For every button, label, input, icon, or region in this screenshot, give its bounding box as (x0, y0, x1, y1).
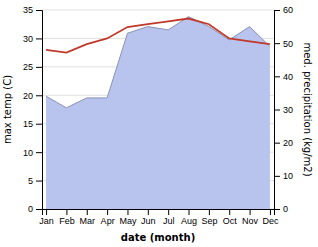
x-axis: Jan Feb Mar Apr May Jun Jul Aug Sep Oct NovDec (39, 209, 279, 226)
axis-line (36, 11, 43, 210)
y-tick-mark (36, 10, 42, 11)
y2-tick: 50 (274, 39, 293, 49)
y2-tick: 10 (274, 171, 293, 181)
x-tick-mark (250, 209, 251, 215)
y2-tick-label: 0 (283, 204, 288, 214)
y2-tick: 30 (274, 105, 293, 115)
x-tick: Sep (201, 209, 217, 226)
marks (46, 17, 270, 209)
x-tick-mark (87, 209, 88, 215)
y2-tick-label: 20 (283, 138, 293, 148)
y-tick: 20 (23, 91, 42, 101)
grid-line (42, 10, 274, 11)
x-tick-label: Nov (242, 216, 259, 226)
y-tick: 0 (28, 204, 42, 214)
y-tick-label: 0 (28, 204, 33, 214)
x-tick-mark (168, 209, 169, 215)
axis-line (275, 11, 281, 210)
x-tick: Feb (59, 209, 75, 226)
y-tick-mark (36, 38, 42, 39)
grid (42, 10, 274, 209)
x-tick: Jul (163, 209, 175, 226)
x-tick-label: Jan (39, 216, 54, 226)
precipitation-area (46, 17, 270, 209)
y-tick-mark (36, 67, 42, 68)
y2-tick-mark (274, 10, 280, 11)
y-tick: 25 (23, 62, 42, 72)
y-tick-mark (36, 95, 42, 96)
x-tick: May (119, 209, 137, 226)
y2-tick-mark (274, 43, 280, 44)
x-tick-mark (229, 209, 230, 215)
temperature-line (46, 19, 270, 53)
y-tick-label: 5 (28, 176, 33, 186)
y2-tick-mark (274, 143, 280, 144)
x-tick-mark (189, 209, 190, 215)
y-tick-mark (36, 209, 42, 210)
x-tick-label: Jun (141, 216, 156, 226)
x-tick-mark (127, 209, 128, 215)
x-tick: Oct (223, 209, 238, 226)
y-axis-title: max temp (C) (2, 75, 13, 144)
x-axis-title: date (month) (121, 232, 195, 243)
y-tick: 10 (23, 148, 42, 158)
y2-tick: 0 (274, 204, 288, 214)
y-tick-label: 20 (23, 91, 33, 101)
y2-tick-mark (274, 110, 280, 111)
x-tick: Nov (242, 209, 259, 226)
y-tick-mark (36, 124, 42, 125)
x-tick-label: Mar (80, 216, 96, 226)
y-tick-label: 10 (23, 148, 33, 158)
y2-axis: 0 10 20 30 40 50 60 (274, 5, 293, 214)
x-tick: Aug (181, 209, 197, 226)
x-tick: Dec (262, 209, 279, 226)
x-tick-label: Jul (163, 216, 175, 226)
y-tick-label: 35 (23, 5, 33, 15)
plot: Jan Feb Mar Apr May Jun Jul Aug Sep Oct NovDec 0 5 10… (23, 5, 293, 226)
x-tick-label: Sep (201, 216, 217, 226)
y-tick: 5 (28, 176, 42, 186)
y-tick: 35 (23, 5, 42, 15)
x-tick: Jun (141, 209, 156, 226)
x-tick: Jan (39, 209, 54, 226)
x-tick-mark (107, 209, 108, 215)
x-tick-label: May (119, 216, 137, 226)
y-tick-label: 30 (23, 34, 33, 44)
x-tick-mark (209, 209, 210, 215)
y2-axis-title: med. precipitation (kg/m2) (302, 42, 313, 176)
y2-tick-label: 30 (283, 105, 293, 115)
x-tick: Mar (80, 209, 96, 226)
axis-line (43, 210, 275, 216)
x-tick-mark (270, 209, 271, 215)
chart: Jan Feb Mar Apr May Jun Jul Aug Sep Oct NovDec 0 5 10… (0, 0, 318, 247)
y2-tick-label: 60 (283, 5, 293, 15)
x-tick-mark (46, 209, 47, 215)
x-tick: Apr (101, 209, 115, 226)
y2-tick: 20 (274, 138, 293, 148)
y2-tick-label: 50 (283, 39, 293, 49)
y-axis: 0 5 10 15 20 25 30 35 (23, 5, 43, 214)
x-tick-label: Feb (59, 216, 75, 226)
y2-tick-label: 10 (283, 171, 293, 181)
x-tick-mark (66, 209, 67, 215)
x-tick-label: Oct (223, 216, 238, 226)
y2-tick-mark (274, 209, 280, 210)
x-tick-mark (148, 209, 149, 215)
y2-tick-label: 40 (283, 72, 293, 82)
y-tick: 30 (23, 34, 42, 44)
precipitation-outline (46, 17, 270, 108)
x-tick-label: Dec (262, 216, 279, 226)
y2-tick: 60 (274, 5, 293, 15)
y-tick-mark (36, 181, 42, 182)
x-tick-label: Aug (181, 216, 197, 226)
y2-tick-mark (274, 76, 280, 77)
y-tick: 15 (23, 119, 42, 129)
y-tick-label: 15 (23, 119, 33, 129)
x-tick-label: Apr (101, 216, 115, 226)
y-tick-label: 25 (23, 62, 33, 72)
y-tick-mark (36, 152, 42, 153)
y2-tick: 40 (274, 72, 293, 82)
y2-tick-mark (274, 176, 280, 177)
